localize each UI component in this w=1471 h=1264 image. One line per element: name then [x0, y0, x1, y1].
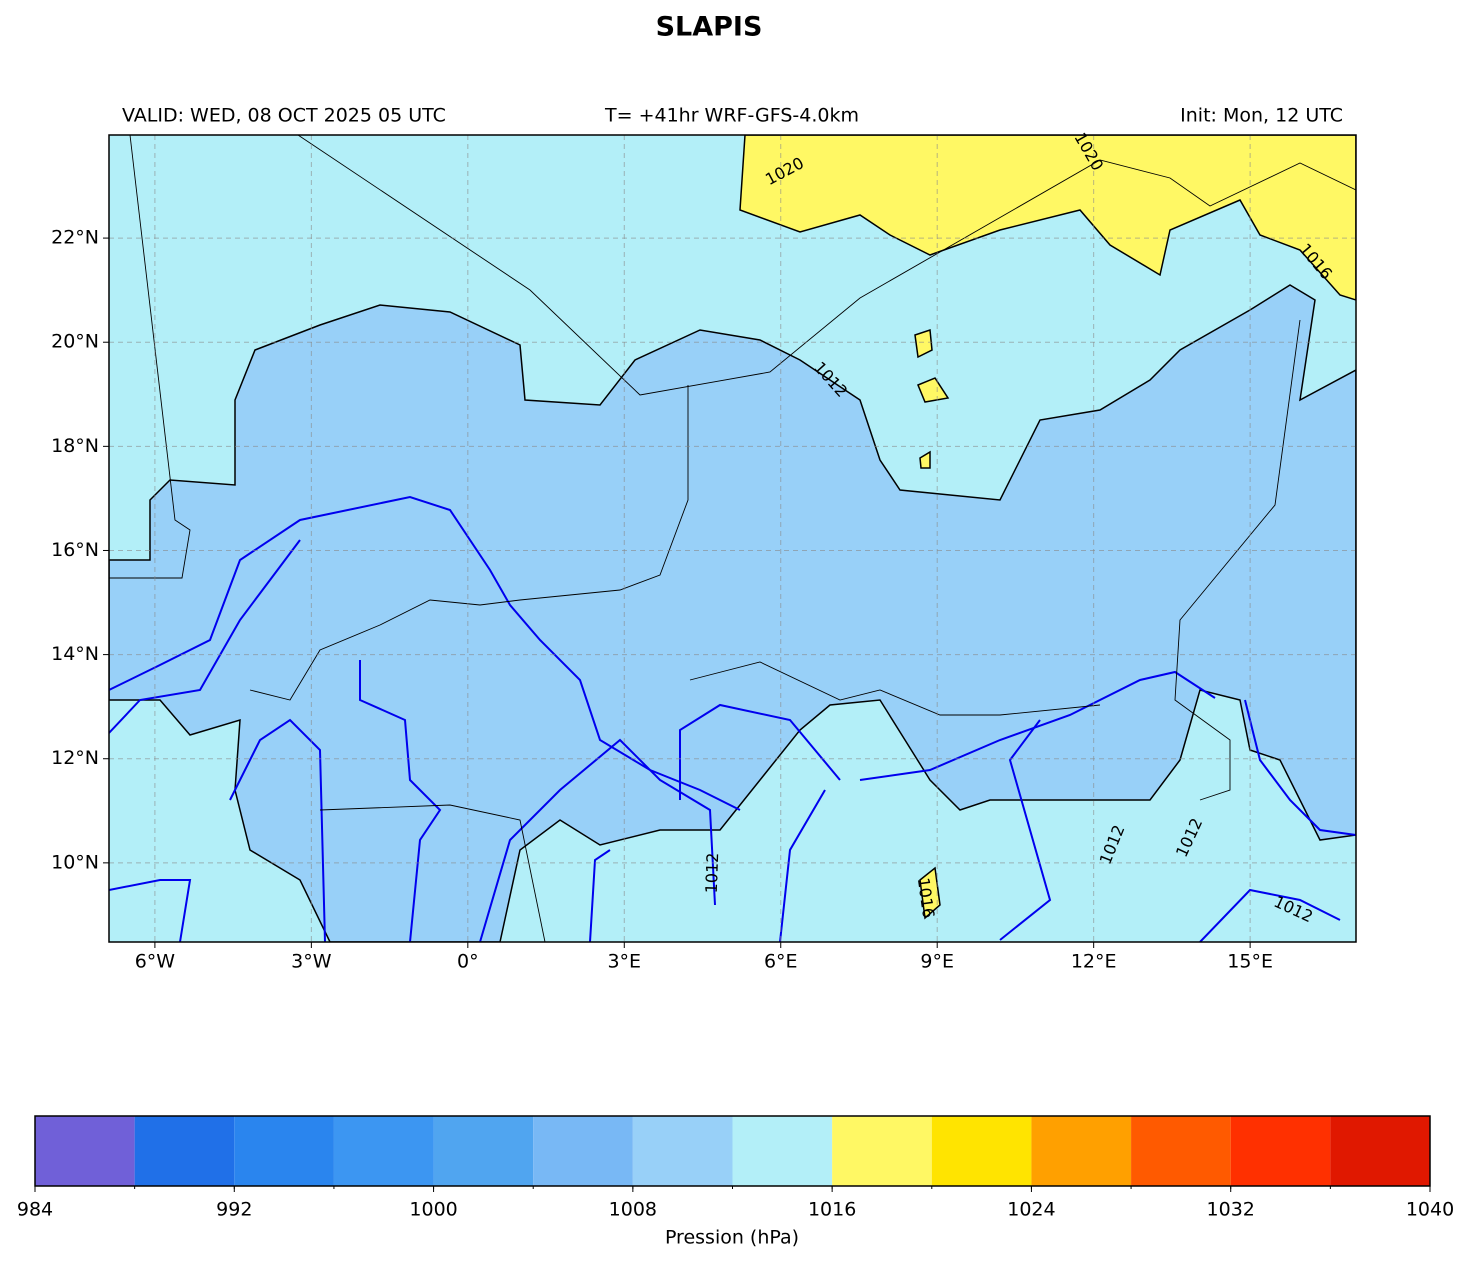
colorbar-segment — [433, 1116, 534, 1186]
x-tick-label: 6°W — [135, 951, 176, 973]
colorbar-segment — [732, 1116, 833, 1186]
colorbar-segment — [832, 1116, 932, 1186]
border — [109, 135, 191, 579]
isobar — [479, 738, 716, 942]
x-tick-label: 9°E — [920, 951, 954, 973]
colorbar-segment — [533, 1116, 633, 1186]
colorbar-segment — [1330, 1116, 1430, 1186]
y-tick-label: 16°N — [51, 539, 99, 561]
colorbar-tick-label: 1040 — [1406, 1199, 1454, 1221]
graticule — [109, 135, 1356, 942]
x-tick-label: 3°E — [607, 951, 641, 973]
colorbar-segment — [234, 1116, 334, 1186]
pressure-high-patch — [914, 328, 950, 920]
colorbar-segment — [931, 1116, 1032, 1186]
border — [297, 135, 1356, 396]
isobar — [109, 495, 741, 811]
isobar — [359, 660, 442, 942]
y-tick-label: 20°N — [51, 331, 99, 353]
isobar — [999, 719, 1052, 941]
x-tick-label: 15°E — [1227, 951, 1273, 973]
border — [1174, 319, 1301, 801]
isobar — [679, 703, 841, 800]
valid-time: VALID: WED, 08 OCT 2025 05 UTC — [122, 105, 446, 127]
x-tick-label: 6°E — [764, 951, 798, 973]
colorbar-tick-label: 1032 — [1207, 1199, 1255, 1221]
colorbar-tick-label: 1008 — [609, 1199, 657, 1221]
colorbar-tick-label: 992 — [216, 1199, 252, 1221]
isobar — [589, 849, 611, 942]
y-tick-label: 22°N — [51, 227, 99, 249]
y-tick-label: 12°N — [51, 747, 99, 769]
colorbar-tick-label: 1024 — [1007, 1199, 1055, 1221]
run-info: T= +41hr WRF-GFS-4.0km — [604, 105, 859, 127]
title: SLAPIS — [656, 12, 763, 43]
colorbar-segment — [35, 1116, 135, 1186]
isobar — [1244, 699, 1356, 836]
colorbar-tick-label: 1000 — [409, 1199, 457, 1221]
colorbar-tick-label: 1016 — [808, 1199, 856, 1221]
pressure-1016-1020 — [739, 135, 1356, 301]
isobar — [859, 670, 1216, 781]
colorbar-label: Pression (hPa) — [665, 1227, 799, 1249]
colorbar-tick-label: 984 — [17, 1199, 53, 1221]
y-tick-label: 10°N — [51, 851, 99, 873]
map-frame — [108, 134, 1357, 943]
x-tick-label: 12°E — [1071, 951, 1117, 973]
colorbar-frame — [34, 1115, 1431, 1187]
y-tick-label: 18°N — [51, 435, 99, 457]
x-tick-label: 0° — [457, 951, 479, 973]
border — [319, 804, 546, 942]
colorbar-segment — [1230, 1116, 1331, 1186]
contour-label: 1012 — [702, 852, 722, 893]
isobar — [229, 718, 326, 942]
colorbar-segment — [1031, 1116, 1132, 1186]
x-tick-label: 3°W — [291, 951, 332, 973]
border — [689, 661, 1101, 716]
borders — [109, 135, 1356, 942]
colorbar-segment — [1131, 1116, 1231, 1186]
init-time: Init: Mon, 12 UTC — [1180, 105, 1343, 127]
colorbar-segment — [333, 1116, 434, 1186]
isobar — [1199, 888, 1341, 942]
colorbar-segment — [134, 1116, 235, 1186]
isobar — [779, 789, 826, 942]
isobar — [109, 879, 192, 942]
map — [109, 135, 1356, 942]
colorbar-segment — [632, 1116, 733, 1186]
y-tick-label: 14°N — [51, 643, 99, 665]
